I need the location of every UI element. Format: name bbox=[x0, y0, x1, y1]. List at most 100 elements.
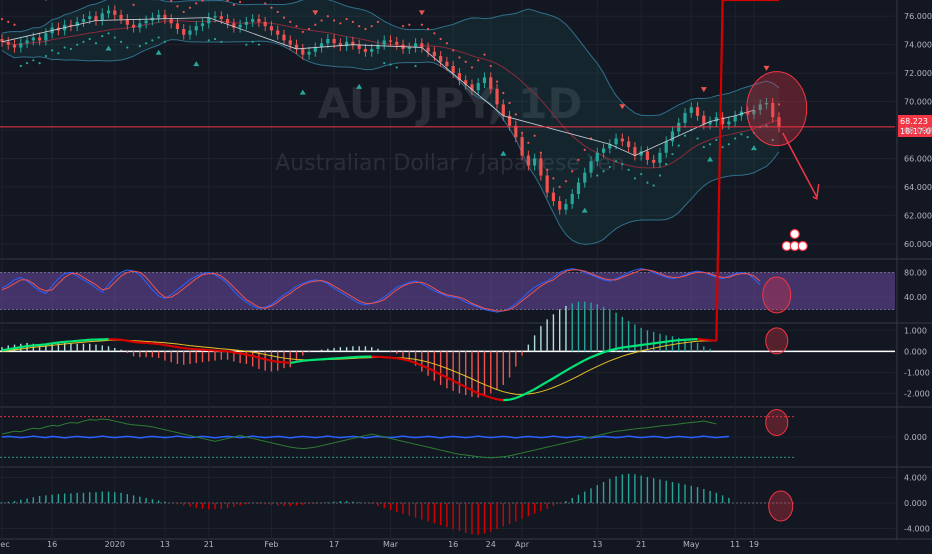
last-price-value: 68.223 bbox=[900, 117, 928, 126]
candle-body bbox=[188, 30, 191, 34]
candle-body bbox=[558, 201, 561, 210]
sar-dot bbox=[308, 28, 310, 30]
candle-body bbox=[38, 38, 41, 41]
candle-body bbox=[213, 16, 216, 17]
y-tick-label: -1.000 bbox=[904, 368, 930, 377]
sar-dot bbox=[283, 17, 285, 19]
macd-line-segment bbox=[177, 347, 183, 348]
candle-body bbox=[276, 30, 279, 34]
sar-dot bbox=[258, 44, 260, 46]
macd-line-segment bbox=[165, 345, 171, 346]
candle-body bbox=[502, 104, 505, 115]
sar-dot bbox=[327, 15, 329, 17]
y-tick-label: 68.000 bbox=[904, 126, 932, 135]
candle-body bbox=[76, 22, 79, 26]
macd-line-segment bbox=[290, 362, 296, 363]
candle-body bbox=[132, 25, 135, 28]
sar-dot bbox=[458, 56, 460, 58]
candle-body bbox=[195, 26, 198, 30]
sar-dot bbox=[76, 44, 78, 46]
candle-body bbox=[602, 148, 605, 152]
sar-dot bbox=[747, 136, 749, 138]
y-tick-label: 70.000 bbox=[904, 98, 932, 107]
candle-body bbox=[690, 107, 693, 113]
candle-body bbox=[652, 160, 655, 163]
y-tick-label: 40.00 bbox=[904, 293, 927, 302]
sar-dot bbox=[402, 25, 404, 27]
event-icon bbox=[790, 230, 799, 239]
candle-body bbox=[138, 23, 141, 27]
candle-body bbox=[326, 39, 329, 43]
macd-line-segment bbox=[610, 349, 616, 350]
macd-line-segment bbox=[397, 358, 403, 359]
sar-dot bbox=[339, 22, 341, 24]
sar-dot bbox=[678, 145, 680, 147]
sar-dot bbox=[640, 173, 642, 175]
candle-body bbox=[383, 40, 386, 44]
candle-body bbox=[207, 18, 210, 24]
sar-dot bbox=[483, 54, 485, 56]
candle-body bbox=[389, 40, 392, 41]
highlight-circle-macd bbox=[766, 328, 788, 354]
sar-dot bbox=[584, 149, 586, 151]
sar-dot bbox=[1, 18, 3, 20]
macd-line-segment bbox=[15, 347, 21, 348]
sar-dot bbox=[158, 36, 160, 38]
sar-dot bbox=[95, 42, 97, 44]
candle-body bbox=[646, 151, 649, 160]
sar-dot bbox=[653, 184, 655, 186]
sar-dot bbox=[270, 7, 272, 9]
sar-dot bbox=[101, 35, 103, 37]
sar-dot bbox=[490, 65, 492, 67]
sar-dot bbox=[596, 174, 598, 176]
sar-dot bbox=[126, 46, 128, 48]
macd-line-segment bbox=[391, 358, 397, 359]
y-tick-label: 66.000 bbox=[904, 154, 932, 163]
candle-body bbox=[145, 20, 148, 23]
candle-body bbox=[627, 141, 630, 147]
candle-body bbox=[489, 77, 492, 88]
sar-dot bbox=[527, 142, 529, 144]
macd-line-segment bbox=[303, 360, 309, 361]
sar-dot bbox=[233, 4, 235, 6]
highlight-circle-stoch bbox=[763, 277, 791, 313]
highlight-circle-price bbox=[747, 72, 807, 146]
sar-dot bbox=[634, 177, 636, 179]
candle-body bbox=[527, 156, 530, 166]
x-tick-label: 11 bbox=[730, 540, 740, 549]
sar-dot bbox=[277, 11, 279, 13]
sar-dot bbox=[477, 59, 479, 61]
sar-dot bbox=[552, 177, 554, 179]
sar-dot bbox=[252, 41, 254, 43]
sar-dot bbox=[20, 65, 22, 67]
x-tick-label: 16 bbox=[47, 540, 57, 549]
sar-dot bbox=[440, 38, 442, 40]
macd-line-segment bbox=[497, 399, 503, 400]
macd-line-segment bbox=[52, 343, 58, 344]
x-tick-label: 19 bbox=[749, 540, 759, 549]
candle-body bbox=[333, 39, 336, 43]
x-tick-label: 21 bbox=[636, 540, 646, 549]
sar-dot bbox=[82, 41, 84, 43]
candle-body bbox=[88, 16, 91, 19]
sar-dot bbox=[139, 45, 141, 47]
candle-body bbox=[408, 48, 411, 49]
sar-dot bbox=[289, 21, 291, 23]
sar-dot bbox=[189, 7, 191, 9]
sar-dot bbox=[703, 146, 705, 148]
candle-body bbox=[734, 116, 737, 122]
candle-body bbox=[715, 117, 718, 121]
sar-dot bbox=[57, 52, 59, 54]
macd-line-segment bbox=[134, 342, 140, 343]
candle-body bbox=[351, 42, 354, 45]
candle-body bbox=[452, 66, 455, 73]
sar-dot bbox=[628, 169, 630, 171]
candle-body bbox=[94, 16, 97, 20]
sar-dot bbox=[696, 137, 698, 139]
x-tick-label: Feb bbox=[264, 540, 278, 549]
macd-line-segment bbox=[647, 343, 653, 344]
sar-dot bbox=[709, 143, 711, 145]
candle-body bbox=[113, 11, 116, 15]
